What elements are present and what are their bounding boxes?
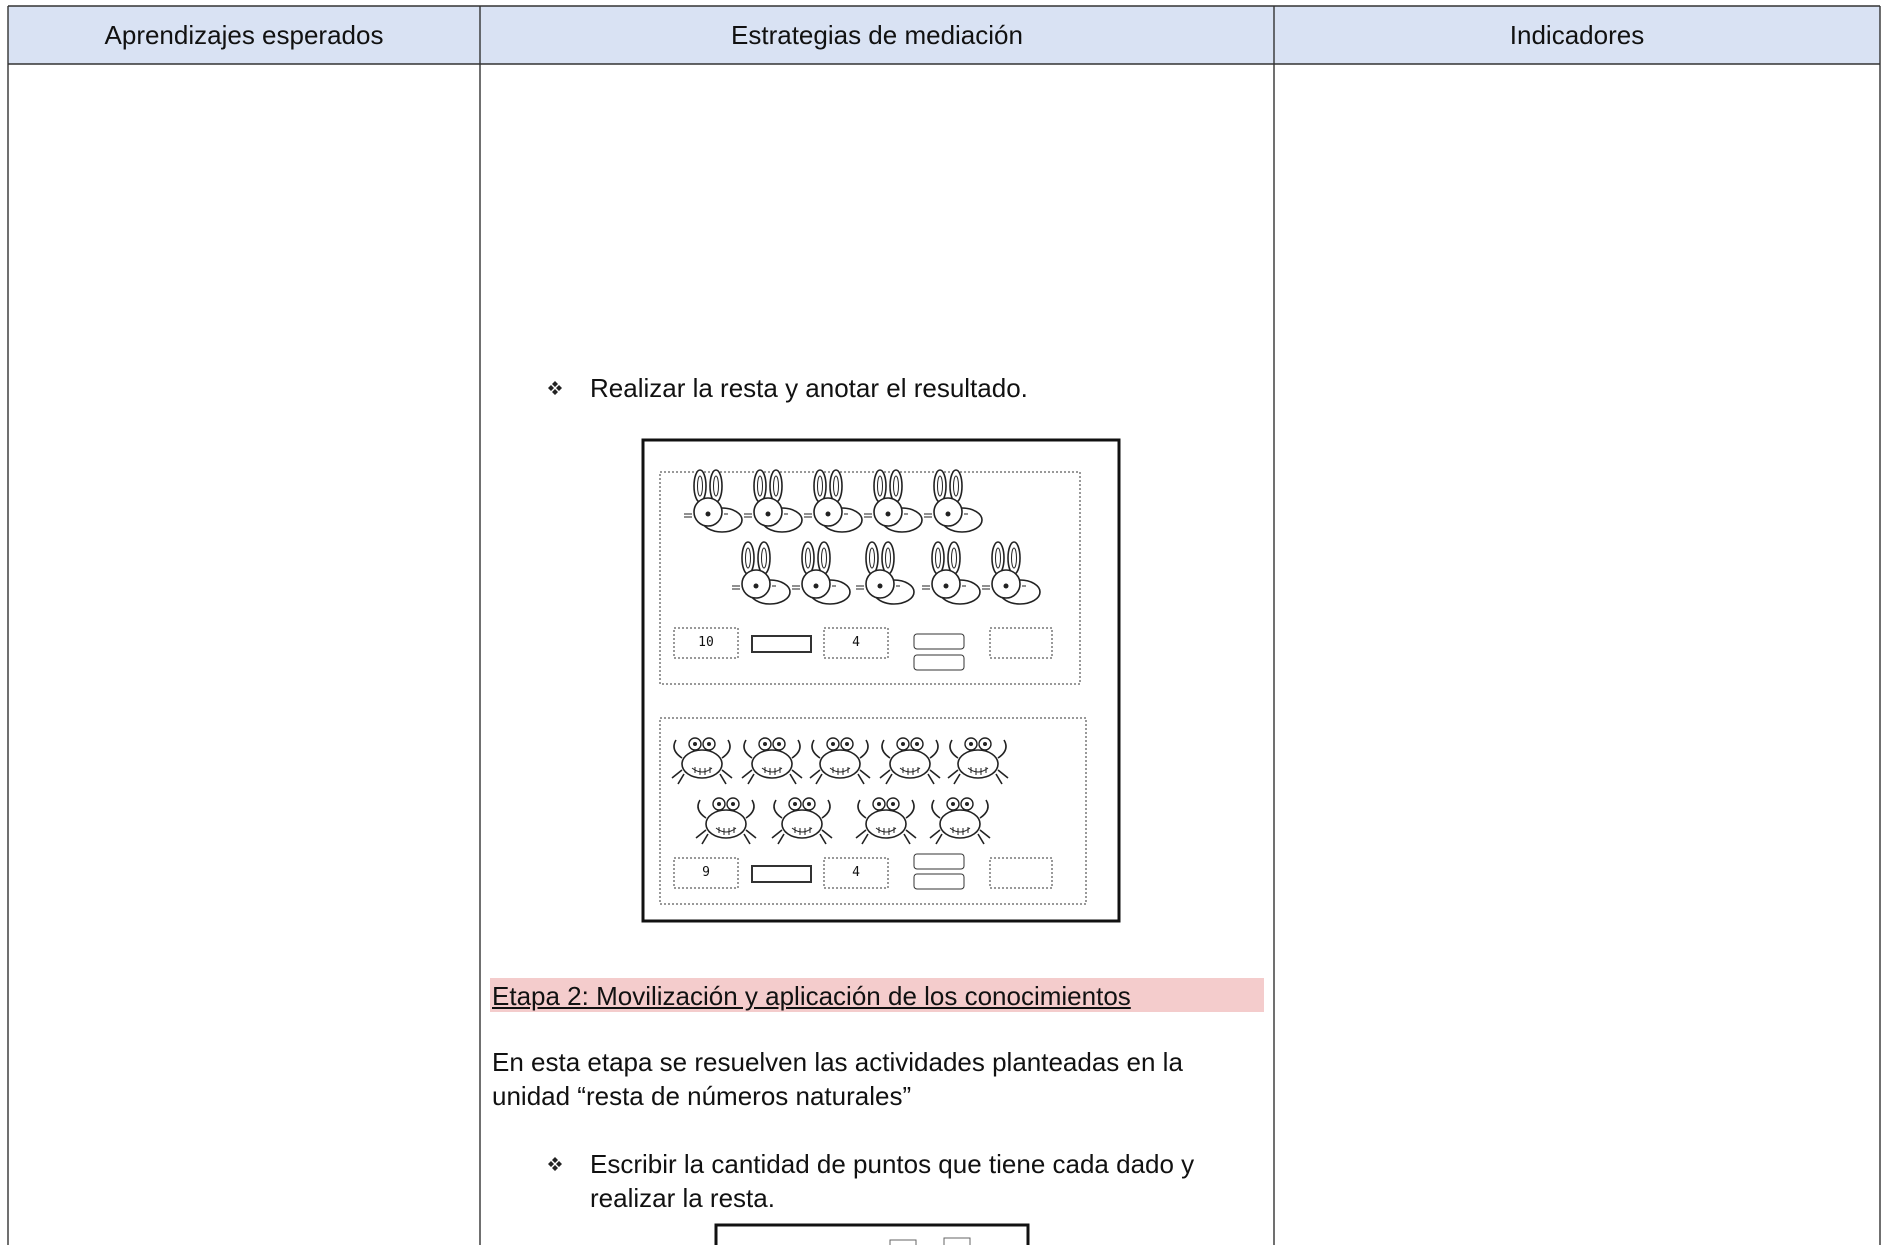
worksheet	[641, 438, 1121, 923]
box-number: 4	[852, 865, 860, 880]
bullet-icon	[548, 381, 562, 395]
table-grid	[7, 5, 1881, 1245]
column-header: Estrategias de mediación	[731, 20, 1023, 50]
paragraph: En esta etapa se resuelven las actividad…	[492, 1047, 1183, 1111]
box-number: 9	[702, 865, 710, 880]
header-bg	[8, 6, 1880, 64]
bullet-text: Realizar la resta y anotar el resultado.	[590, 373, 1028, 403]
box-number: 10	[698, 635, 714, 650]
dice-frame	[714, 1223, 1030, 1245]
column-header: Indicadores	[1509, 20, 1645, 50]
box-number: 4	[852, 635, 860, 650]
bullet-text: Escribir la cantidad de puntos que tiene…	[590, 1149, 1195, 1213]
dice	[943, 1237, 971, 1245]
bullet-icon	[548, 1157, 562, 1171]
column-header: Aprendizajes esperados	[104, 20, 384, 50]
stage-heading: Etapa 2: Movilización y aplicación de lo…	[492, 981, 1131, 1011]
dice	[889, 1239, 917, 1245]
heading-highlight	[490, 978, 1264, 1012]
